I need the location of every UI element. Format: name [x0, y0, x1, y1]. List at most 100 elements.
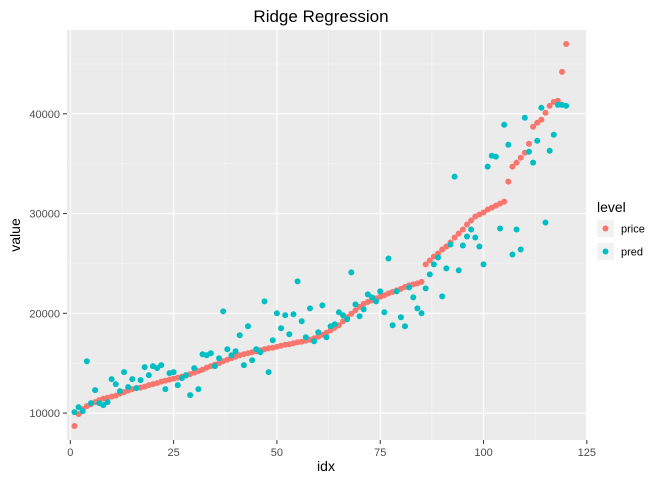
- pred-point: [356, 313, 363, 320]
- pred-point: [236, 332, 243, 339]
- pred-point: [273, 310, 280, 317]
- pred-point: [348, 269, 355, 276]
- legend-key-pred: [602, 248, 609, 255]
- pred-point: [125, 384, 132, 391]
- pred-point: [385, 255, 392, 262]
- price-point: [509, 163, 516, 170]
- price-point: [517, 154, 524, 161]
- pred-point: [492, 153, 499, 160]
- pred-point: [191, 365, 198, 372]
- legend-label-pred: pred: [621, 247, 643, 259]
- pred-point: [129, 376, 136, 383]
- pred-point: [315, 329, 322, 336]
- data-points: [71, 40, 570, 430]
- grid-lines: [67, 30, 588, 440]
- pred-point: [534, 137, 541, 144]
- legend-key-price: [602, 225, 609, 232]
- pred-point: [463, 233, 470, 240]
- pred-point: [249, 357, 256, 364]
- pred-point: [145, 372, 152, 379]
- pred-point: [517, 246, 524, 253]
- pred-point: [525, 148, 532, 155]
- pred-point: [269, 337, 276, 344]
- y-axis-title: value: [7, 218, 23, 252]
- pred-point: [195, 386, 202, 393]
- y-tick-label: 40000: [29, 109, 60, 121]
- pred-point: [505, 141, 512, 148]
- pred-point: [290, 311, 297, 318]
- pred-point: [183, 372, 190, 379]
- price-point: [418, 278, 425, 285]
- pred-point: [137, 377, 144, 384]
- price-point: [559, 68, 566, 75]
- pred-point: [174, 382, 181, 389]
- pred-point: [563, 102, 570, 109]
- y-tick-label: 30000: [29, 209, 60, 221]
- price-point: [563, 40, 570, 47]
- pred-point: [364, 291, 371, 298]
- pred-point: [154, 365, 161, 372]
- pred-point: [513, 226, 520, 233]
- price-point: [505, 178, 512, 185]
- pred-point: [253, 346, 260, 353]
- pred-point: [455, 267, 462, 274]
- pred-point: [538, 104, 545, 111]
- pred-point: [546, 147, 553, 154]
- pred-point: [430, 261, 437, 268]
- pred-point: [100, 402, 107, 409]
- pred-point: [530, 159, 537, 166]
- series-pred: [71, 101, 570, 416]
- pred-point: [377, 288, 384, 295]
- price-point: [501, 198, 508, 205]
- x-tick-label: 50: [271, 447, 283, 459]
- chart-title: Ridge Regression: [253, 7, 388, 26]
- pred-point: [83, 358, 90, 365]
- pred-point: [459, 242, 466, 249]
- pred-point: [451, 173, 458, 180]
- legend-items: price pred: [597, 220, 645, 260]
- pred-point: [162, 386, 169, 393]
- pred-point: [116, 388, 123, 395]
- pred-point: [497, 225, 504, 232]
- pred-point: [220, 308, 227, 315]
- pred-point: [443, 265, 450, 272]
- pred-point: [261, 298, 268, 305]
- y-tick-label: 10000: [29, 408, 60, 420]
- pred-point: [397, 314, 404, 321]
- pred-point: [381, 309, 388, 316]
- pred-point: [344, 316, 351, 323]
- pred-point: [368, 294, 375, 301]
- pred-point: [323, 334, 330, 341]
- price-point: [455, 230, 462, 237]
- price-point: [451, 234, 458, 241]
- pred-point: [71, 409, 78, 416]
- pred-point: [286, 331, 293, 338]
- pred-point: [228, 352, 235, 359]
- pred-point: [550, 131, 557, 138]
- pred-point: [121, 369, 128, 376]
- pred-point: [389, 322, 396, 329]
- pred-point: [108, 376, 115, 383]
- x-tick-label: 25: [167, 447, 179, 459]
- price-point: [513, 159, 520, 166]
- pred-point: [75, 404, 82, 411]
- pred-point: [207, 350, 214, 357]
- pred-point: [422, 285, 429, 292]
- legend: level price pred: [597, 199, 645, 260]
- price-point: [71, 423, 78, 430]
- plot-panel: [67, 30, 586, 440]
- pred-point: [480, 261, 487, 268]
- pred-point: [170, 369, 177, 376]
- pred-point: [509, 251, 516, 258]
- pred-point: [216, 355, 223, 362]
- axes: 0 25 50 75 100 125 10000 20000 30000 40000: [29, 109, 596, 459]
- legend-label-price: price: [621, 224, 645, 236]
- price-point: [426, 257, 433, 264]
- pred-point: [112, 381, 119, 388]
- price-point: [463, 221, 470, 228]
- pred-point: [435, 254, 442, 261]
- pred-point: [373, 298, 380, 305]
- pred-point: [521, 114, 528, 121]
- pred-point: [542, 219, 549, 226]
